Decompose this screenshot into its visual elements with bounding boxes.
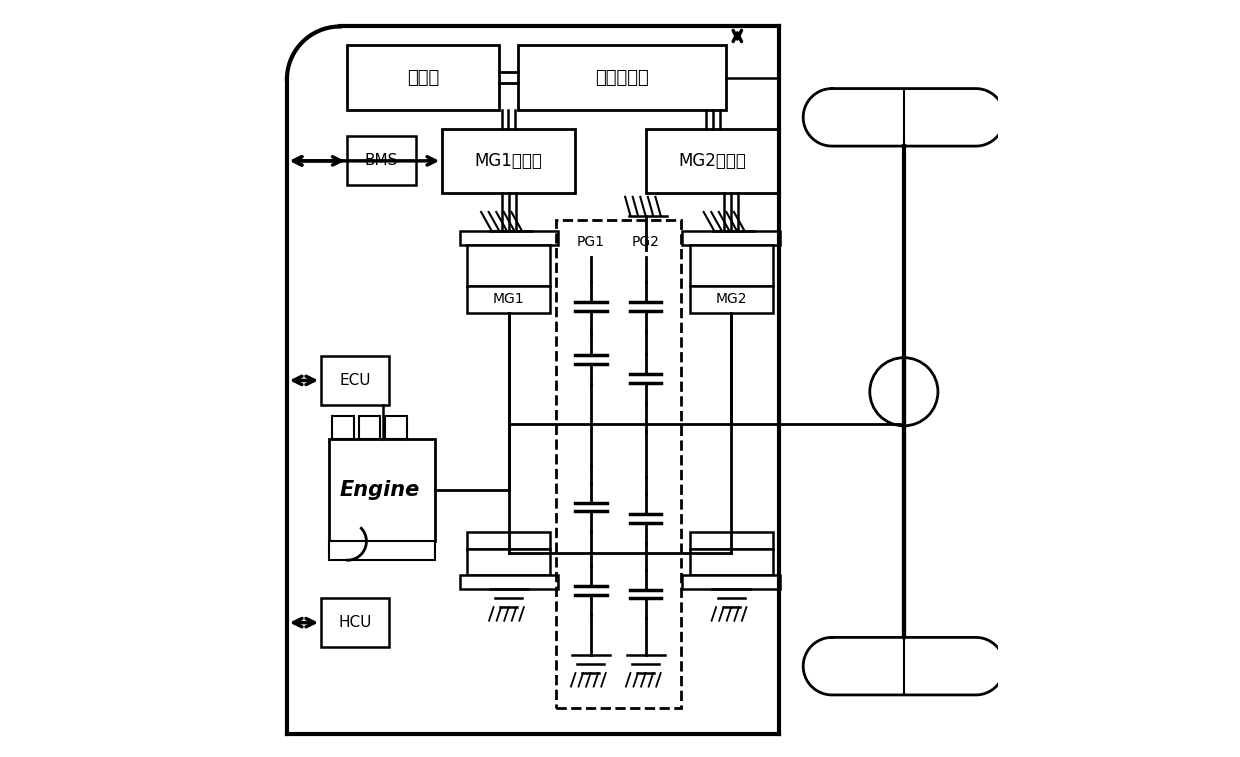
Bar bbox=[358, 416, 379, 439]
Bar bbox=[689, 549, 773, 575]
Text: MG1控制器: MG1控制器 bbox=[475, 152, 542, 170]
Bar bbox=[460, 575, 558, 589]
Text: HCU: HCU bbox=[339, 615, 372, 630]
Text: 电池组: 电池组 bbox=[407, 69, 439, 86]
Text: PG1: PG1 bbox=[577, 235, 605, 249]
Bar bbox=[347, 45, 498, 110]
Bar bbox=[321, 356, 389, 405]
Text: 高压配电箱: 高压配电箱 bbox=[595, 69, 649, 86]
Bar bbox=[467, 286, 551, 313]
Text: MG2: MG2 bbox=[715, 292, 746, 307]
Bar bbox=[646, 129, 779, 193]
Bar bbox=[682, 231, 780, 245]
Bar bbox=[467, 549, 551, 575]
Bar bbox=[386, 416, 407, 439]
Bar bbox=[467, 245, 551, 286]
Bar bbox=[556, 220, 681, 708]
Bar bbox=[332, 416, 353, 439]
Bar bbox=[689, 532, 773, 549]
Text: MG2控制器: MG2控制器 bbox=[678, 152, 746, 170]
Bar bbox=[329, 439, 434, 541]
Text: BMS: BMS bbox=[365, 154, 398, 168]
Bar bbox=[689, 286, 773, 313]
Bar bbox=[347, 136, 415, 185]
Bar bbox=[518, 45, 725, 110]
Text: PG2: PG2 bbox=[631, 235, 660, 249]
Bar bbox=[329, 541, 434, 560]
Text: Engine: Engine bbox=[340, 480, 420, 500]
Bar bbox=[467, 532, 551, 549]
Text: ECU: ECU bbox=[340, 373, 371, 388]
Bar bbox=[689, 245, 773, 286]
Bar bbox=[460, 231, 558, 245]
Bar bbox=[682, 575, 780, 589]
Bar bbox=[443, 129, 574, 193]
Text: MG1: MG1 bbox=[494, 292, 525, 307]
Bar bbox=[321, 598, 389, 647]
